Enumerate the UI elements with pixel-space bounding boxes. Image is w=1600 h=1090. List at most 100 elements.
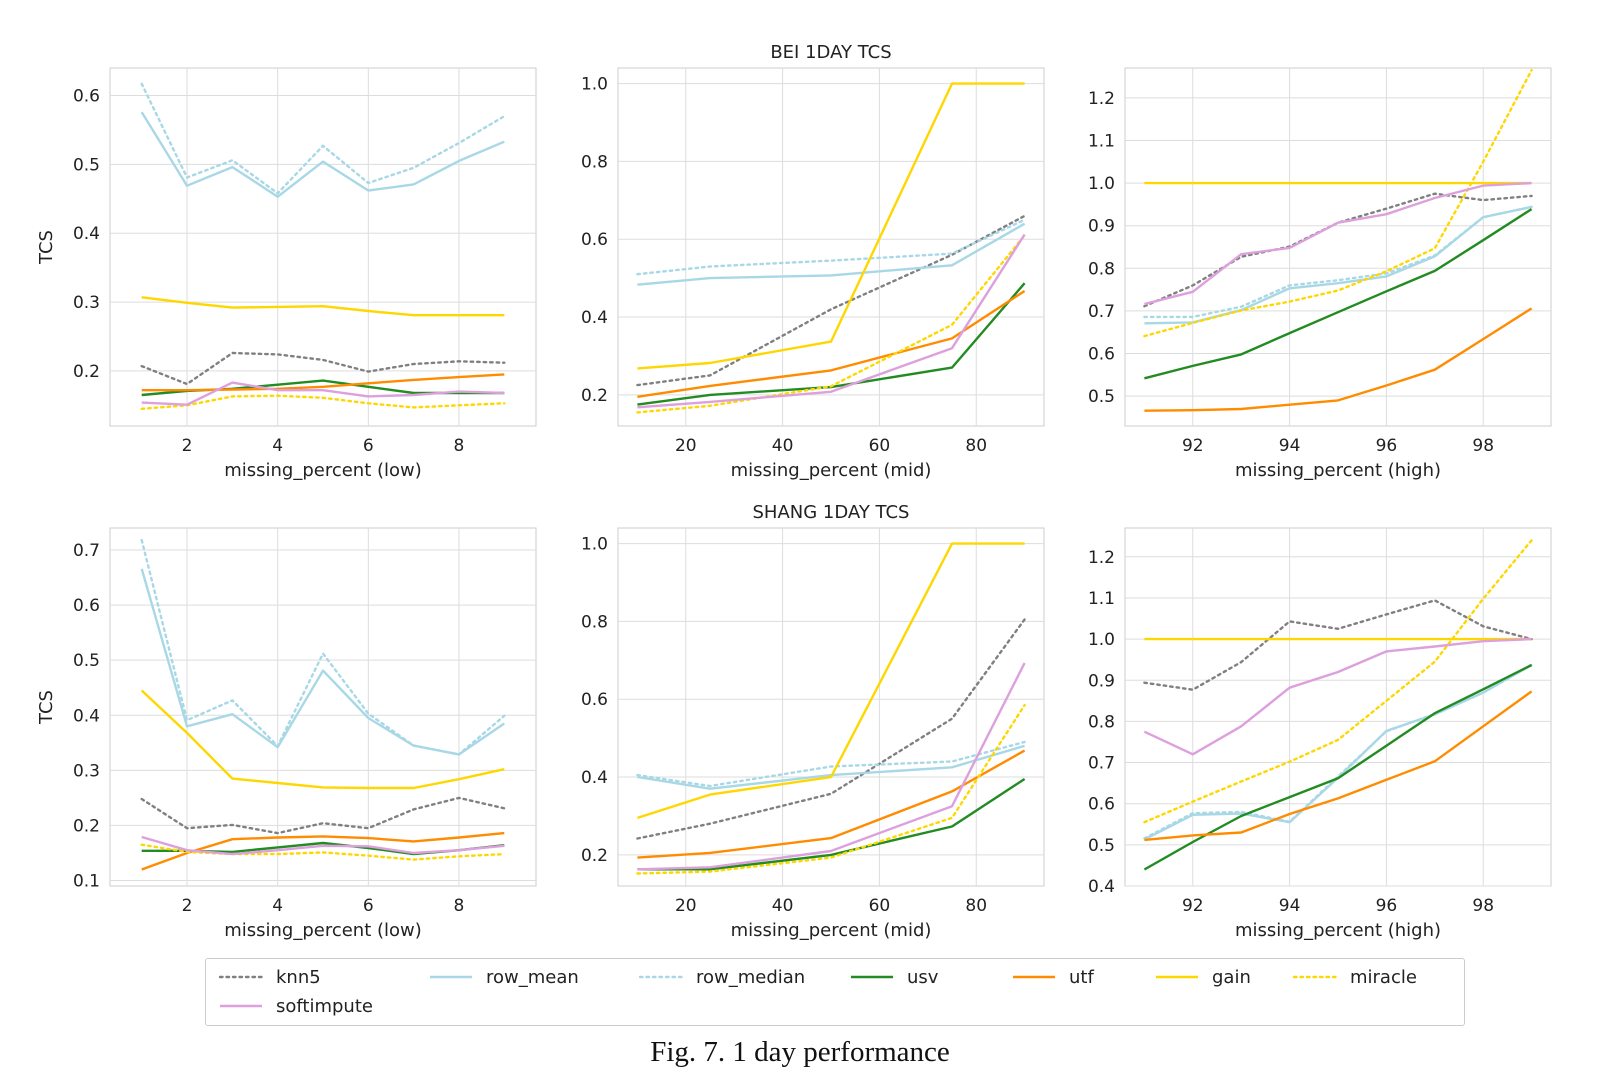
chart-panel: 2 4 6 8 0.2 0.3 0.4 0.5 0.6 missing_percent (low)… <box>36 67 537 481</box>
y-tick-label: 0.2 <box>581 846 608 866</box>
series-line-utf <box>637 749 1026 859</box>
legend-swatch <box>851 975 893 979</box>
x-tick-label: 40 <box>772 436 794 456</box>
y-tick-label: 0.2 <box>581 386 608 406</box>
x-axis-label: missing_percent (low) <box>224 920 422 941</box>
series-line-usv <box>637 777 1026 871</box>
y-tick-label: 0.4 <box>73 706 100 726</box>
legend-swatch <box>430 975 472 979</box>
series-line-row_mean <box>637 222 1026 286</box>
chart-title: SHANG 1DAY TCS <box>753 502 910 523</box>
series-line-gain <box>141 296 505 317</box>
series-line-miracle <box>636 703 1026 875</box>
legend-swatch <box>638 975 684 979</box>
x-tick-label: 8 <box>454 896 465 916</box>
y-tick-label: 0.5 <box>1088 387 1115 407</box>
series-line-utf <box>1144 307 1533 412</box>
legend-item-row_mean: row_mean <box>428 963 579 991</box>
legend-item-miracle: miracle <box>1292 963 1417 991</box>
y-tick-label: 0.6 <box>581 230 608 250</box>
legend-label: row_mean <box>486 966 579 988</box>
y-tick-label: 0.6 <box>73 87 100 107</box>
plot-area <box>1124 527 1552 887</box>
series-line-gain <box>637 542 1025 820</box>
series-line-row_median <box>1143 205 1533 319</box>
series-line-row_median <box>1143 663 1533 840</box>
legend-item-gain: gain <box>1154 963 1251 991</box>
y-tick-label: 0.3 <box>73 293 100 313</box>
y-tick-label: 0.8 <box>581 152 608 172</box>
legend-label: softimpute <box>276 995 373 1017</box>
legend-label: row_median <box>696 966 806 988</box>
series-line-miracle <box>1143 539 1533 824</box>
x-tick-label: 60 <box>869 436 891 456</box>
legend-item-knn5: knn5 <box>218 963 321 991</box>
series-line-softimpute <box>141 381 505 406</box>
y-tick-label: 0.7 <box>1088 754 1115 774</box>
y-tick-label: 0.8 <box>1088 259 1115 279</box>
series-line-row_median <box>636 218 1026 276</box>
series-line-miracle <box>636 234 1026 414</box>
chart-panel: 2 4 6 8 0.1 0.2 0.3 0.4 0.5 0.6 0.7 missing_percent… <box>36 527 537 941</box>
series-line-utf <box>637 289 1026 398</box>
series-line-utf <box>141 373 505 392</box>
legend-item-utf: utf <box>1011 963 1094 991</box>
y-tick-label: 0.5 <box>1088 836 1115 856</box>
legend-swatch <box>1013 975 1055 979</box>
y-tick-label: 1.0 <box>581 75 608 95</box>
x-tick-label: 6 <box>363 896 374 916</box>
chart-panel: 92 94 96 98 0.5 0.6 0.7 0.8 0.9 1.0 1.1 1.2 missing_… <box>1088 67 1552 481</box>
x-tick-label: 40 <box>772 896 794 916</box>
legend-item-row_median: row_median <box>638 963 805 991</box>
x-tick-label: 94 <box>1279 896 1301 916</box>
x-tick-label: 94 <box>1279 436 1301 456</box>
x-tick-label: 92 <box>1182 436 1204 456</box>
legend-label: utf <box>1069 966 1094 988</box>
y-tick-label: 0.6 <box>73 596 100 616</box>
series-line-row_median <box>140 82 506 195</box>
y-tick-label: 0.2 <box>73 816 100 836</box>
x-axis-label: missing_percent (low) <box>224 460 422 481</box>
x-tick-label: 2 <box>182 896 193 916</box>
y-tick-label: 0.2 <box>73 362 100 382</box>
y-axis-label: TCS <box>36 690 57 725</box>
figure-caption: Fig. 7. 1 day performance <box>650 1036 950 1068</box>
y-tick-label: 1.1 <box>1088 131 1115 151</box>
legend-label: gain <box>1212 966 1251 988</box>
x-tick-label: 98 <box>1472 896 1494 916</box>
y-tick-label: 0.9 <box>1088 671 1115 691</box>
y-tick-label: 0.6 <box>1088 345 1115 365</box>
legend-item-softimpute: softimpute <box>218 992 373 1020</box>
x-tick-label: 96 <box>1376 436 1398 456</box>
y-tick-label: 1.0 <box>1088 630 1115 650</box>
series-line-softimpute <box>637 662 1026 871</box>
y-tick-label: 0.6 <box>1088 795 1115 815</box>
chart-title: BEI 1DAY TCS <box>770 42 891 63</box>
legend-label: usv <box>907 966 939 988</box>
x-tick-label: 6 <box>363 436 374 456</box>
plot-area <box>109 527 537 887</box>
x-tick-label: 2 <box>182 436 193 456</box>
x-tick-label: 8 <box>454 436 465 456</box>
y-tick-label: 0.4 <box>1088 877 1115 897</box>
plot-area <box>617 527 1045 887</box>
y-tick-label: 0.3 <box>73 761 100 781</box>
y-tick-label: 0.4 <box>73 224 100 244</box>
series-line-miracle <box>140 394 506 410</box>
chart-panel: 20 40 60 80 0.2 0.4 0.6 0.8 1.0 missing_percent (… <box>581 42 1045 481</box>
y-tick-label: 0.8 <box>581 612 608 632</box>
plot-area <box>1124 67 1552 427</box>
y-tick-label: 1.0 <box>581 535 608 555</box>
x-tick-label: 60 <box>869 896 891 916</box>
chart-panel: 20 40 60 80 0.2 0.4 0.6 0.8 1.0 missing_percent (… <box>581 502 1045 941</box>
x-tick-label: 4 <box>272 896 283 916</box>
series-line-softimpute <box>637 233 1026 409</box>
y-tick-label: 0.8 <box>1088 712 1115 732</box>
x-axis-label: missing_percent (high) <box>1235 460 1441 481</box>
series-line-softimpute <box>1143 637 1532 756</box>
x-tick-label: 92 <box>1182 896 1204 916</box>
series-line-row_median <box>636 740 1026 788</box>
series-line-knn5 <box>140 351 506 386</box>
x-tick-label: 96 <box>1376 896 1398 916</box>
legend-swatch <box>1292 975 1338 979</box>
